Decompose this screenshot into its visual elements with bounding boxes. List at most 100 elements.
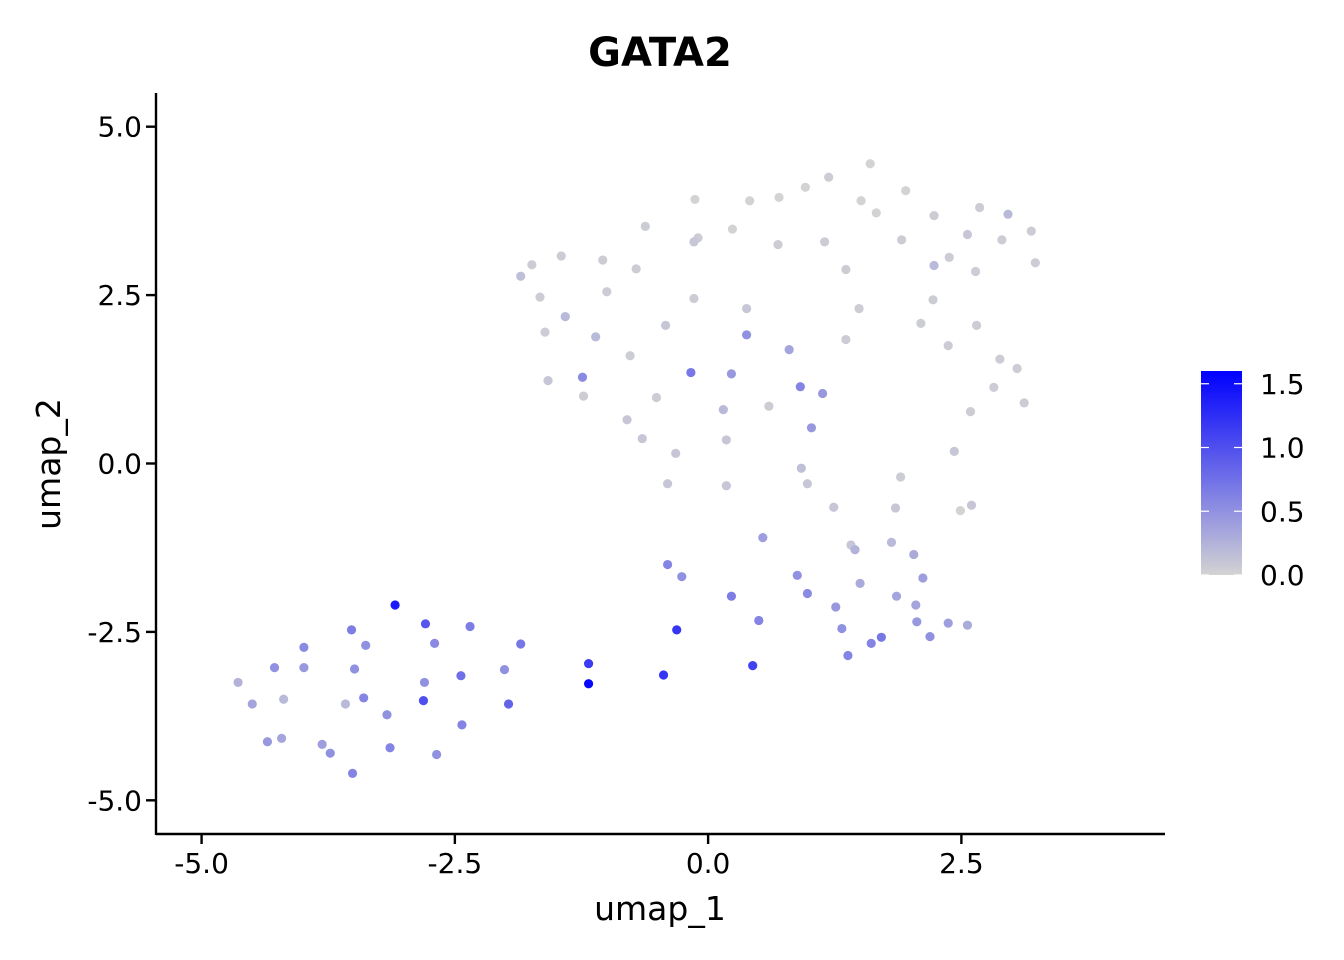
scatter-point (943, 618, 953, 628)
scatter-point (662, 559, 673, 570)
scatter-point (962, 620, 973, 630)
scatter-point (925, 632, 935, 642)
scatter-point (718, 405, 728, 415)
colorbar-gradient (1201, 371, 1242, 575)
scatter-point (465, 621, 475, 632)
scatter-point (456, 671, 466, 681)
y-tick-label: -2.5 (87, 616, 142, 649)
scatter-point (802, 588, 813, 599)
scatter-point (640, 221, 650, 231)
scatter-point (837, 623, 847, 634)
scatter-point (764, 401, 774, 411)
scatter-point (773, 239, 783, 250)
scatter-point (1012, 363, 1022, 374)
scatter-point (359, 693, 369, 703)
scatter-point (432, 749, 442, 760)
scatter-point (637, 433, 647, 444)
x-tick-label: -2.5 (428, 847, 483, 880)
x-tick-label: -5.0 (174, 847, 229, 880)
scatter-point (1026, 226, 1036, 236)
scatter-point (795, 382, 805, 392)
scatter-point (897, 235, 907, 245)
x-tick-label: 2.5 (939, 847, 984, 880)
chart-title: GATA2 (588, 30, 732, 76)
scatter-point (535, 292, 545, 302)
scatter-point (361, 640, 371, 650)
scatter-point (774, 192, 784, 203)
scatter-point (1030, 258, 1040, 268)
scatter-point (277, 733, 287, 743)
scatter-point (901, 186, 911, 196)
scatter-point (419, 677, 430, 688)
colorbar-tick-label: 1.0 (1260, 432, 1305, 465)
scatter-point (457, 720, 467, 730)
scatter-point (949, 446, 959, 456)
scatter-point (1003, 209, 1013, 219)
scatter-point (1019, 398, 1029, 408)
scatter-point (262, 737, 273, 747)
scatter-point (631, 264, 641, 274)
scatter-point (577, 372, 588, 382)
colorbar-tick-label: 1.5 (1260, 368, 1305, 401)
scatter-point (866, 638, 876, 648)
scatter-point (527, 260, 537, 270)
scatter-point (929, 211, 939, 221)
scatter-point (997, 235, 1007, 245)
scatter-point (975, 202, 985, 213)
scatter-point (677, 572, 687, 582)
scatter-point (690, 194, 700, 205)
scatter-point (929, 260, 939, 271)
scatter-point (824, 172, 834, 182)
scatter-point (660, 320, 671, 331)
y-axis-label: umap_2 (29, 398, 68, 530)
y-tick-label: 2.5 (97, 279, 142, 312)
scatter-point (955, 506, 965, 516)
scatter-point (418, 696, 429, 706)
scatter-point (754, 615, 764, 626)
scatter-point (796, 463, 806, 473)
scatter-point (726, 369, 737, 379)
scatter-point (622, 415, 632, 425)
scatter-point (856, 196, 866, 206)
scatter-point (499, 665, 510, 675)
x-axis-label: umap_1 (594, 889, 726, 928)
scatter-point (802, 479, 813, 489)
scatter-point (817, 388, 828, 399)
scatter-point (912, 617, 922, 627)
scatter-point (831, 602, 841, 612)
scatter-point (748, 660, 758, 671)
scatter-point (651, 392, 662, 403)
scatter-point (686, 367, 696, 378)
scatter-point (578, 391, 589, 401)
scatter-point (625, 351, 635, 361)
scatter-point (758, 533, 768, 543)
scatter-point (658, 670, 669, 680)
scatter-point (346, 625, 357, 635)
scatter-point (943, 341, 953, 351)
scatter-point (965, 407, 976, 417)
scatter-point (662, 479, 673, 489)
scatter-point (829, 502, 839, 512)
scatter-point (503, 699, 514, 709)
scatter-point (995, 354, 1005, 364)
scatter-point (721, 481, 731, 491)
scatter-point (340, 699, 351, 709)
scatter-point (820, 237, 830, 247)
scatter-point (602, 287, 612, 297)
scatter-point (841, 334, 851, 345)
scatter-point (279, 694, 289, 704)
scatter-point (516, 639, 526, 649)
scatter-point (516, 271, 526, 281)
scatter-point (918, 573, 928, 583)
scatter-point (727, 224, 738, 234)
scatter-point (962, 229, 973, 240)
scatter-point (854, 303, 864, 314)
scatter-point (382, 710, 392, 720)
scatter-point (970, 266, 981, 277)
y-axis-ticks: -5.0 -2.5 0.0 2.5 5.0 (87, 111, 156, 817)
scatter-point (349, 664, 360, 674)
scatter-point (989, 382, 999, 392)
scatter-point (390, 600, 400, 610)
scatter-point (916, 318, 926, 328)
scatter-point (784, 345, 794, 355)
